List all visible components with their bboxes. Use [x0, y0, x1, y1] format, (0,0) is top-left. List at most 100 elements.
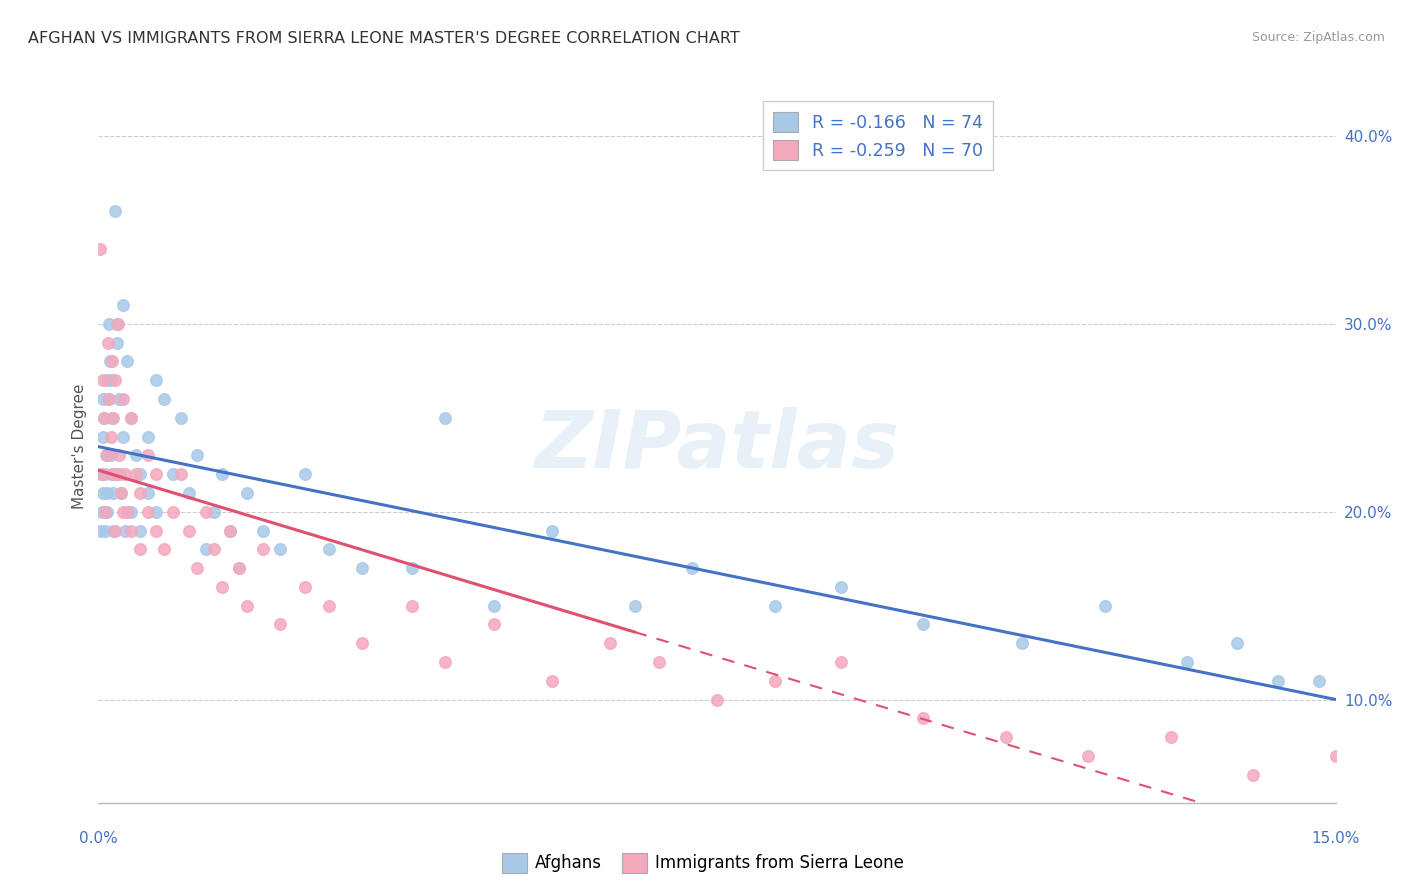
Point: [98, 317, 121, 331]
Point: [294, 580, 316, 594]
Point: [114, 524, 136, 538]
Point: [994, 730, 1017, 744]
Point: [1241, 767, 1264, 781]
Point: [763, 673, 786, 688]
Point: [484, 617, 506, 632]
Point: [100, 373, 122, 387]
Text: Source: ZipAtlas.com: Source: ZipAtlas.com: [1251, 31, 1385, 45]
Point: [112, 298, 135, 312]
Point: [202, 505, 225, 519]
Point: [153, 542, 176, 557]
Point: [117, 354, 139, 368]
Point: [170, 410, 193, 425]
Point: [112, 392, 135, 406]
Point: [211, 467, 233, 482]
Point: [1324, 748, 1347, 763]
Point: [1175, 655, 1198, 669]
Point: [103, 410, 125, 425]
Point: [1077, 748, 1099, 763]
Point: [219, 524, 242, 538]
Point: [433, 410, 456, 425]
Point: [96, 505, 118, 519]
Point: [484, 599, 506, 613]
Point: [706, 692, 728, 706]
Point: [228, 561, 250, 575]
Point: [100, 449, 122, 463]
Point: [170, 467, 193, 482]
Point: [401, 599, 423, 613]
Point: [194, 542, 217, 557]
Point: [101, 467, 124, 482]
Point: [179, 486, 201, 500]
Point: [120, 410, 142, 425]
Point: [541, 524, 564, 538]
Point: [541, 673, 564, 688]
Point: [269, 617, 291, 632]
Point: [114, 467, 136, 482]
Point: [162, 467, 184, 482]
Point: [93, 410, 115, 425]
Point: [94, 449, 117, 463]
Text: AFGHAN VS IMMIGRANTS FROM SIERRA LEONE MASTER'S DEGREE CORRELATION CHART: AFGHAN VS IMMIGRANTS FROM SIERRA LEONE M…: [28, 31, 740, 46]
Point: [219, 524, 242, 538]
Point: [107, 317, 129, 331]
Point: [128, 486, 150, 500]
Point: [648, 655, 671, 669]
Point: [105, 335, 128, 350]
Point: [318, 599, 340, 613]
Point: [91, 429, 114, 443]
Point: [120, 505, 142, 519]
Point: [1341, 692, 1364, 706]
Point: [211, 580, 233, 594]
Point: [136, 505, 159, 519]
Point: [136, 429, 159, 443]
Point: [128, 542, 150, 557]
Point: [599, 636, 621, 650]
Point: [236, 599, 259, 613]
Point: [112, 505, 135, 519]
Point: [110, 486, 132, 500]
Point: [145, 524, 167, 538]
Point: [128, 467, 150, 482]
Point: [763, 599, 786, 613]
Point: [202, 542, 225, 557]
Point: [153, 392, 176, 406]
Point: [89, 524, 111, 538]
Point: [94, 467, 117, 482]
Point: [433, 655, 456, 669]
Point: [124, 449, 146, 463]
Point: [186, 449, 208, 463]
Point: [93, 410, 115, 425]
Point: [100, 354, 122, 368]
Point: [830, 655, 852, 669]
Point: [93, 486, 115, 500]
Point: [136, 486, 159, 500]
Point: [120, 524, 142, 538]
Point: [120, 410, 142, 425]
Point: [228, 561, 250, 575]
Point: [194, 505, 217, 519]
Point: [98, 354, 121, 368]
Point: [103, 524, 125, 538]
Point: [1308, 673, 1330, 688]
Point: [162, 505, 184, 519]
Point: [98, 392, 121, 406]
Point: [236, 486, 259, 500]
Point: [96, 449, 118, 463]
Point: [128, 524, 150, 538]
Point: [623, 599, 645, 613]
Point: [352, 561, 374, 575]
Point: [294, 467, 316, 482]
Point: [89, 242, 111, 256]
Point: [1267, 673, 1289, 688]
Point: [94, 505, 117, 519]
Point: [101, 467, 124, 482]
Point: [91, 373, 114, 387]
Point: [90, 467, 112, 482]
Point: [269, 542, 291, 557]
Text: 0.0%: 0.0%: [79, 831, 118, 846]
Text: 15.0%: 15.0%: [1312, 831, 1360, 846]
Point: [90, 467, 112, 482]
Point: [103, 486, 125, 500]
Point: [124, 467, 146, 482]
